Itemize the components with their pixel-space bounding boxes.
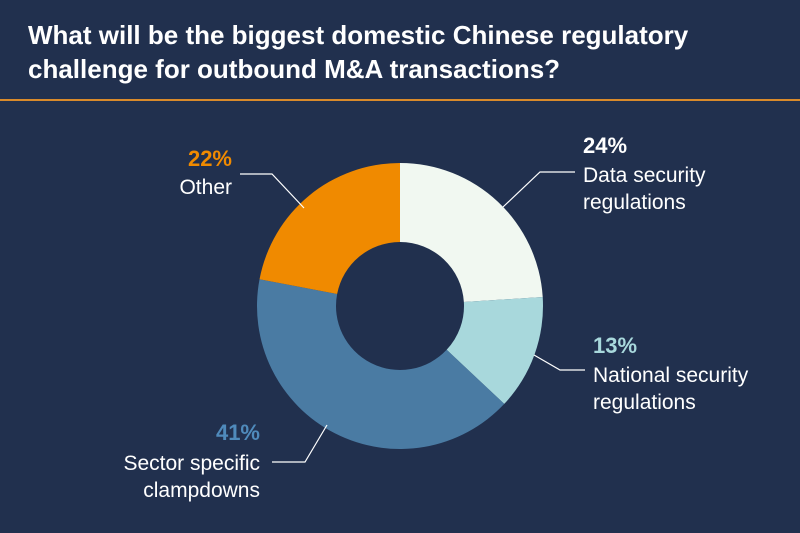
category-label-data-security-line-2: regulations — [583, 191, 686, 214]
category-label-sector-specific-line-2: clampdowns — [143, 479, 260, 502]
leader-line-national-security — [533, 354, 585, 371]
chart-title: What will be the biggest domestic Chines… — [28, 20, 689, 84]
value-label-national-security: 13% — [593, 333, 637, 358]
slice-national-security — [446, 297, 543, 404]
donut-slices — [257, 163, 543, 449]
value-label-other: 22% — [188, 146, 232, 171]
category-label-other-line-1: Other — [179, 176, 232, 199]
leader-line-sector-specific — [272, 424, 328, 463]
category-label-national-security-line-1: National security — [593, 364, 749, 387]
title-divider — [0, 99, 800, 101]
slice-labels: 24% Data security regulations 13% National s… — [123, 133, 748, 502]
category-label-sector-specific-line-1: Sector specific — [123, 452, 260, 475]
category-label-national-security-line-2: regulations — [593, 391, 696, 414]
leader-line-other — [240, 173, 305, 209]
slice-other — [259, 163, 400, 295]
value-label-data-security: 24% — [583, 133, 627, 158]
slice-sector-specific — [257, 279, 505, 449]
leader-lines — [240, 171, 585, 463]
value-label-sector-specific: 41% — [216, 420, 260, 445]
leader-line-data-security — [502, 171, 575, 208]
slice-data-security — [400, 163, 543, 302]
category-label-data-security-line-1: Data security — [583, 164, 706, 187]
